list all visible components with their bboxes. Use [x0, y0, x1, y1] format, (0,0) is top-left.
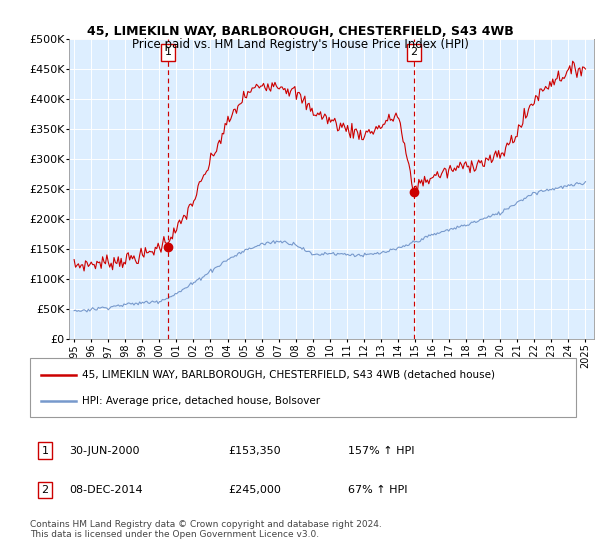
Text: 45, LIMEKILN WAY, BARLBOROUGH, CHESTERFIELD, S43 4WB: 45, LIMEKILN WAY, BARLBOROUGH, CHESTERFI…: [86, 25, 514, 38]
Text: 1: 1: [41, 446, 49, 456]
Text: 45, LIMEKILN WAY, BARLBOROUGH, CHESTERFIELD, S43 4WB (detached house): 45, LIMEKILN WAY, BARLBOROUGH, CHESTERFI…: [82, 370, 495, 380]
Text: 08-DEC-2014: 08-DEC-2014: [69, 485, 143, 495]
Text: 30-JUN-2000: 30-JUN-2000: [69, 446, 139, 456]
Text: 2: 2: [41, 485, 49, 495]
Text: 67% ↑ HPI: 67% ↑ HPI: [348, 485, 407, 495]
Text: 157% ↑ HPI: 157% ↑ HPI: [348, 446, 415, 456]
Text: Price paid vs. HM Land Registry's House Price Index (HPI): Price paid vs. HM Land Registry's House …: [131, 38, 469, 50]
Text: Contains HM Land Registry data © Crown copyright and database right 2024.
This d: Contains HM Land Registry data © Crown c…: [30, 520, 382, 539]
Text: 2: 2: [410, 48, 417, 57]
Text: £153,350: £153,350: [228, 446, 281, 456]
FancyBboxPatch shape: [30, 358, 576, 417]
Text: 1: 1: [164, 48, 172, 57]
Text: HPI: Average price, detached house, Bolsover: HPI: Average price, detached house, Bols…: [82, 396, 320, 407]
Text: £245,000: £245,000: [228, 485, 281, 495]
